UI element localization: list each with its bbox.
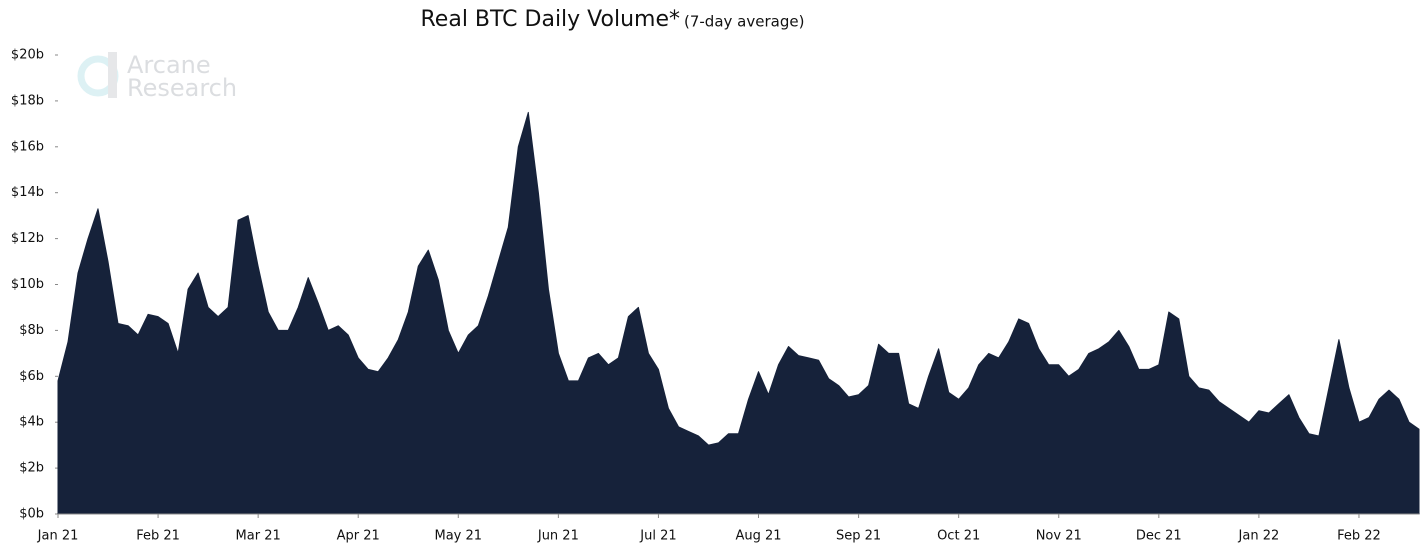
x-tick-label: Nov 21 <box>1036 529 1082 544</box>
x-tick-label: Aug 21 <box>735 529 781 544</box>
y-tick-label: $14b <box>11 185 44 200</box>
x-tick-label: Jul 21 <box>639 529 676 544</box>
x-tick-label: Jan 22 <box>1238 529 1280 544</box>
watermark-text: Research <box>127 74 237 102</box>
area <box>57 111 1420 515</box>
x-tick-label: Feb 21 <box>136 529 180 544</box>
y-tick-label: $0b <box>19 507 44 522</box>
y-tick-label: $20b <box>11 48 44 63</box>
x-tick-label: May 21 <box>435 529 483 544</box>
watermark-logo: Arcane Research <box>77 51 237 102</box>
x-tick-label: Mar 21 <box>236 529 281 544</box>
y-tick-label: $10b <box>11 277 44 292</box>
x-tick-label: Apr 21 <box>337 529 380 544</box>
y-tick-label: $8b <box>19 323 44 338</box>
y-tick-label: $16b <box>11 139 44 154</box>
chart-title: Real BTC Daily Volume* <box>421 7 681 32</box>
y-tick-label: $4b <box>19 415 44 430</box>
chart-subtitle: (7-day average) <box>684 13 804 31</box>
x-tick-label: Oct 21 <box>937 529 980 544</box>
y-tick-label: $12b <box>11 231 44 246</box>
y-tick-label: $6b <box>19 369 44 384</box>
watermark-text: Arcane <box>127 51 211 79</box>
logo-bar <box>108 52 117 98</box>
logo-ring <box>77 55 119 97</box>
x-tick-label: Dec 21 <box>1136 529 1182 544</box>
x-tick-label: Jan 21 <box>37 529 79 544</box>
x-tick-label: Jun 21 <box>537 529 579 544</box>
y-tick-label: $2b <box>19 461 44 476</box>
y-tick-label: $18b <box>11 93 44 108</box>
x-tick-label: Sep 21 <box>836 529 881 544</box>
x-tick-label: Feb 22 <box>1337 529 1381 544</box>
